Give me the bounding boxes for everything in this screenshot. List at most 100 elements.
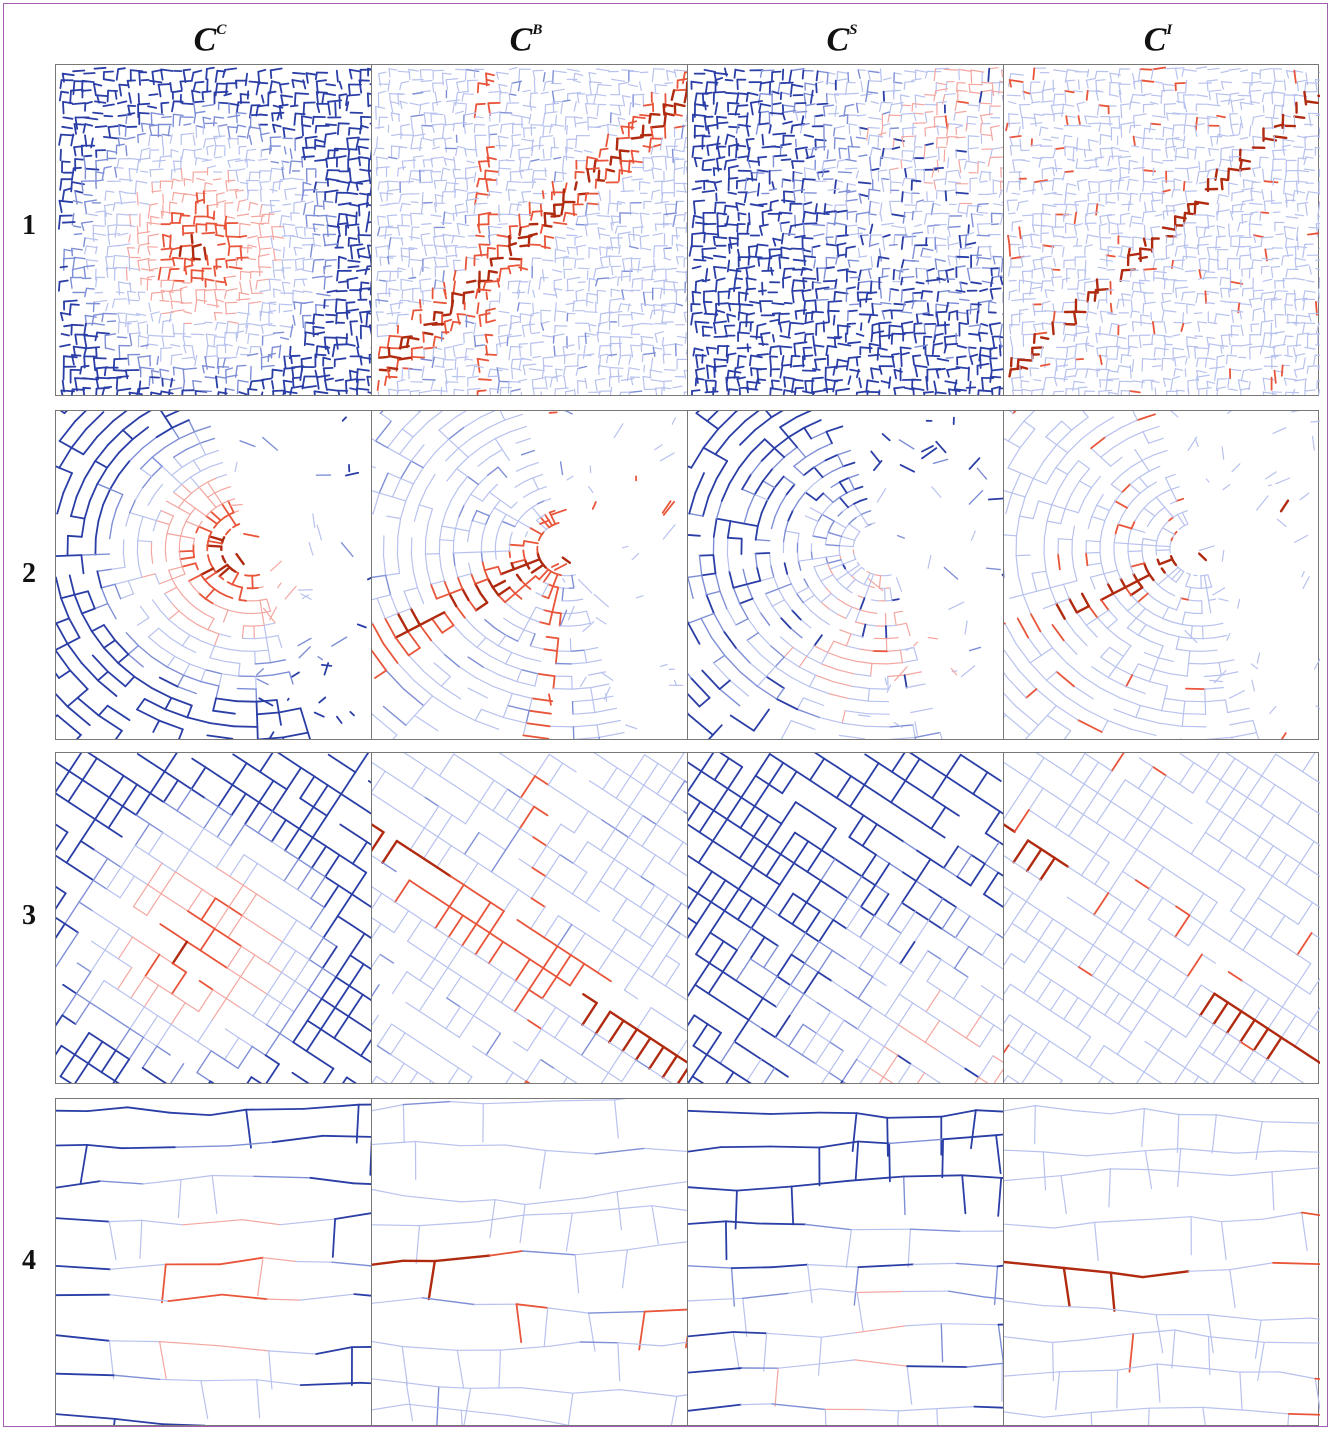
street-segment: [248, 333, 260, 336]
street-segment: [454, 188, 457, 199]
street-segment: [1240, 201, 1244, 211]
street-segment: [988, 323, 993, 336]
street-segment: [1283, 79, 1287, 91]
street-segment: [378, 180, 388, 183]
street-segment: [936, 125, 940, 136]
street-segment: [386, 366, 399, 371]
street-segment: [397, 166, 407, 170]
street-segment: [379, 256, 394, 259]
street-segment: [608, 312, 611, 322]
street-segment: [747, 159, 761, 163]
street-segment: [376, 215, 380, 226]
street-segment: [666, 69, 669, 81]
street-segment: [1194, 124, 1198, 138]
street-segment: [944, 190, 948, 202]
street-segment: [1275, 233, 1284, 236]
street-segment: [138, 157, 152, 161]
street-segment: [116, 100, 128, 105]
street-segment: [804, 333, 807, 342]
street-segment: [407, 300, 422, 304]
street-segment: [433, 356, 445, 360]
street-segment: [1262, 126, 1277, 130]
street-segment: [606, 246, 620, 249]
street-segment: [60, 389, 64, 395]
street-segment: [60, 90, 70, 94]
street-segment: [291, 79, 295, 89]
street-segment: [505, 180, 509, 192]
street-segment: [169, 81, 173, 93]
street-segment: [626, 367, 630, 382]
street-segment: [1220, 81, 1233, 84]
street-segment: [856, 390, 870, 394]
street-segment: [914, 364, 928, 369]
street-segment: [881, 222, 895, 226]
street-segment: [136, 388, 140, 395]
street-segment: [576, 121, 588, 125]
street-segment: [83, 193, 93, 197]
street-segment: [965, 386, 977, 389]
street-segment: [809, 89, 814, 104]
street-segment: [283, 355, 287, 369]
street-segment: [1194, 116, 1199, 131]
street-segment: [1294, 190, 1306, 194]
street-segment: [691, 145, 695, 158]
street-segment: [1302, 243, 1306, 258]
street-segment: [759, 103, 772, 107]
street-segment: [1228, 182, 1238, 186]
street-segment: [814, 298, 829, 301]
street-segment: [554, 387, 569, 390]
street-segment: [683, 89, 687, 104]
street-segment: [521, 191, 525, 204]
street-segment: [282, 127, 296, 131]
column-header-straightness: CS: [826, 21, 858, 59]
street-segment: [96, 331, 110, 335]
street-segment: [662, 103, 674, 108]
street-segment: [59, 311, 64, 322]
street-segment: [302, 259, 305, 269]
street-segment: [397, 389, 410, 392]
street-segment: [560, 200, 565, 216]
street-segment: [128, 234, 131, 243]
street-segment: [95, 210, 107, 213]
street-segment: [989, 357, 993, 371]
street-segment: [758, 225, 763, 236]
street-segment: [74, 158, 84, 161]
street-segment: [934, 236, 947, 241]
street-segment: [511, 367, 514, 380]
street-segment: [577, 365, 588, 370]
street-segment: [563, 257, 576, 259]
street-segment: [1094, 70, 1098, 80]
street-segment: [792, 279, 808, 283]
street-segment: [432, 389, 447, 392]
street-segment: [338, 212, 348, 216]
street-segment: [621, 95, 631, 98]
street-segment: [302, 101, 306, 116]
street-segment: [388, 288, 400, 291]
street-segment: [713, 182, 718, 191]
street-segment: [756, 353, 769, 357]
street-segment: [206, 144, 215, 148]
street-segment: [630, 324, 634, 334]
street-segment: [1126, 178, 1130, 191]
street-segment: [683, 182, 687, 194]
street-segment: [150, 112, 153, 127]
street-segment: [452, 122, 455, 132]
street-segment: [193, 149, 196, 159]
street-segment: [1064, 68, 1069, 83]
street-segment: [1099, 248, 1113, 252]
street-segment: [563, 268, 566, 279]
street-segment: [651, 155, 666, 158]
street-segment: [238, 391, 248, 395]
street-segment: [826, 344, 838, 349]
street-segment: [137, 257, 150, 262]
street-segment: [944, 321, 947, 335]
street-segment: [442, 233, 455, 237]
street-segment: [1273, 135, 1288, 140]
street-segment: [779, 142, 792, 147]
street-segment: [1317, 201, 1320, 216]
street-segment: [683, 391, 687, 393]
street-segment: [701, 189, 716, 193]
street-segment: [1138, 255, 1149, 260]
street-segment: [652, 268, 666, 271]
street-segment: [431, 146, 440, 150]
